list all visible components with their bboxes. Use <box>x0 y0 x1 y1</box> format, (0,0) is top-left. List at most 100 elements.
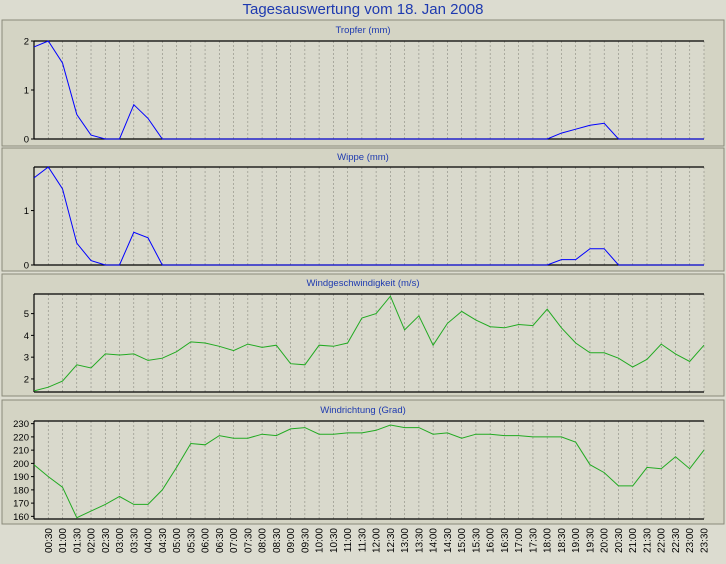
x-tick-label: 12:30 <box>386 528 397 553</box>
data-point <box>589 247 591 249</box>
data-point <box>575 342 577 344</box>
y-tick-label: 220 <box>13 432 29 443</box>
data-point <box>361 432 363 434</box>
x-tick-label: 17:30 <box>528 528 539 553</box>
data-point <box>460 310 462 312</box>
data-point <box>646 466 648 468</box>
data-point <box>346 138 348 140</box>
data-point <box>503 327 505 329</box>
data-point <box>489 138 491 140</box>
data-point <box>503 264 505 266</box>
x-tick-label: 09:00 <box>286 528 297 553</box>
x-tick-label: 06:30 <box>215 528 226 553</box>
data-point <box>289 264 291 266</box>
x-tick-label: 15:00 <box>457 528 468 553</box>
data-point <box>589 352 591 354</box>
data-point <box>503 138 505 140</box>
x-tick-label: 22:00 <box>657 528 668 553</box>
data-point <box>304 364 306 366</box>
x-tick-label: 19:30 <box>585 528 596 553</box>
data-point <box>389 264 391 266</box>
data-point <box>575 258 577 260</box>
x-tick-label: 23:30 <box>700 528 711 553</box>
data-point <box>318 433 320 435</box>
data-point <box>133 104 135 106</box>
y-tick-label: 230 <box>13 419 29 430</box>
data-point <box>190 442 192 444</box>
data-point <box>147 117 149 119</box>
x-tick-label: 02:30 <box>101 528 112 553</box>
x-tick-label: 10:30 <box>329 528 340 553</box>
series-line <box>33 424 705 519</box>
data-point <box>175 138 177 140</box>
data-point <box>674 264 676 266</box>
data-point <box>489 325 491 327</box>
data-point <box>346 264 348 266</box>
data-point <box>275 138 277 140</box>
series-line <box>33 40 704 140</box>
y-tick-label: 170 <box>13 499 29 510</box>
data-point <box>204 342 206 344</box>
data-point <box>632 485 634 487</box>
data-point <box>603 352 605 354</box>
data-point <box>375 138 377 140</box>
x-tick-label: 07:00 <box>229 528 240 553</box>
data-point <box>76 113 78 115</box>
x-tick-label: 12:00 <box>372 528 383 553</box>
data-point <box>446 432 448 434</box>
data-point <box>603 122 605 124</box>
data-point <box>332 345 334 347</box>
data-point <box>418 264 420 266</box>
data-point <box>118 354 120 356</box>
data-point <box>503 434 505 436</box>
series-line <box>33 166 704 266</box>
y-tick-label: 3 <box>24 353 29 364</box>
x-tick-label: 05:30 <box>186 528 197 553</box>
data-point <box>204 444 206 446</box>
chart-panel-3: Windgeschwindigkeit (m/s) 2 3 4 5 <box>1 273 725 397</box>
x-tick-label: 17:00 <box>514 528 525 553</box>
data-point <box>532 138 534 140</box>
data-point <box>532 436 534 438</box>
data-point <box>475 264 477 266</box>
data-point <box>475 138 477 140</box>
data-point <box>532 264 534 266</box>
data-point <box>104 264 106 266</box>
data-point <box>361 138 363 140</box>
y-tick-label: 210 <box>13 446 29 457</box>
y-tick-label: 1 <box>24 86 29 97</box>
x-tick-label: 03:00 <box>115 528 126 553</box>
data-point <box>560 132 562 134</box>
data-point <box>446 138 448 140</box>
data-point <box>33 464 35 466</box>
chart-panel-4: Windrichtung (Grad) 160 170 180 190 200 210 220… <box>1 399 725 525</box>
data-point <box>232 349 234 351</box>
data-point <box>475 319 477 321</box>
data-point <box>33 390 35 392</box>
data-point <box>261 264 263 266</box>
data-point <box>33 177 35 179</box>
data-point <box>361 317 363 319</box>
data-point <box>318 138 320 140</box>
data-point <box>546 138 548 140</box>
data-point <box>147 237 149 239</box>
data-point <box>133 231 135 233</box>
data-point <box>375 429 377 431</box>
data-point <box>674 138 676 140</box>
data-point <box>446 264 448 266</box>
data-point <box>389 295 391 297</box>
data-point <box>489 433 491 435</box>
data-point <box>632 264 634 266</box>
data-point <box>689 360 691 362</box>
data-point <box>190 264 192 266</box>
data-point <box>460 264 462 266</box>
data-point <box>161 264 163 266</box>
data-point <box>190 138 192 140</box>
data-point <box>318 344 320 346</box>
data-point <box>460 138 462 140</box>
series-line <box>33 295 705 392</box>
data-point <box>147 503 149 505</box>
data-point <box>218 264 220 266</box>
x-tick-label: 10:00 <box>315 528 326 553</box>
x-tick-label: 01:30 <box>72 528 83 553</box>
